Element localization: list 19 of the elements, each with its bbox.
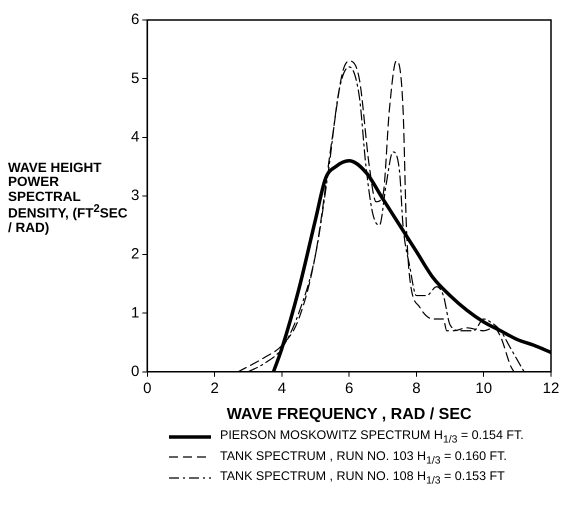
x-tick-label: 10 xyxy=(475,380,492,397)
x-tick-label: 4 xyxy=(278,380,286,397)
y-tick-label: 6 xyxy=(131,11,140,28)
x-tick-label: 0 xyxy=(143,380,152,397)
x-axis-title: WAVE FREQUENCY , RAD / SEC xyxy=(226,406,472,423)
y-tick-label: 5 xyxy=(131,70,140,87)
legend-label: TANK SPECTRUM , RUN NO. 103 H$_{1/3}$ = 0.160 FT. xyxy=(220,448,507,466)
y-tick-label: 4 xyxy=(131,128,140,146)
x-tick-label: 8 xyxy=(412,380,421,397)
y-tick-label: 3 xyxy=(131,187,140,204)
x-tick-label: 2 xyxy=(210,380,219,397)
text: WAVE HEIGHT POWER SPECTRAL DENSITY, (FT$^{2}$SEC / RAD) xyxy=(8,160,128,234)
legend-label: TANK SPECTRUM , RUN NO. 108 H$_{1/3}$ = 0.153 FT xyxy=(220,469,505,486)
y-tick-label: 0 xyxy=(131,362,140,380)
legend-label: PIERSON MOSKOWITZ SPECTRUM H$_{1/3}$ = 0.154 FT. xyxy=(220,428,524,446)
x-tick-label: 6 xyxy=(345,380,354,397)
x-tick-label: 12 xyxy=(542,380,560,397)
y-tick-label: 2 xyxy=(131,246,140,263)
y-tick-label: 1 xyxy=(131,304,140,322)
